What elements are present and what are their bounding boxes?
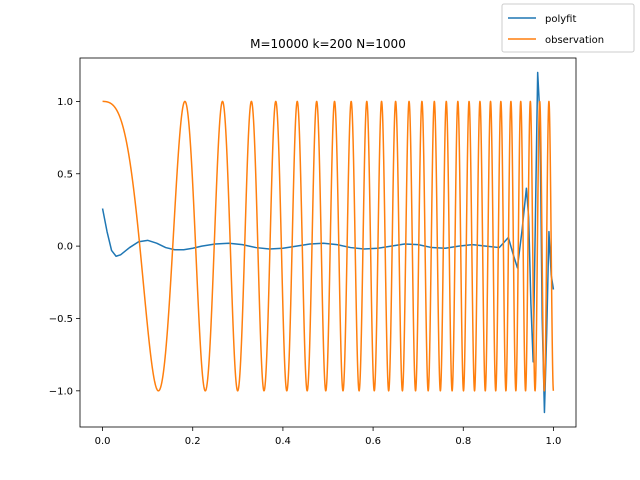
series-observation-line [101, 100, 555, 392]
x-tick-label: 0.2 [185, 436, 201, 447]
y-tick-label: −0.5 [49, 314, 73, 325]
y-tick-label: 0.0 [57, 242, 73, 253]
legend: polyfit observation [501, 3, 635, 53]
x-tick-label: 0.6 [365, 436, 381, 447]
chart-title: M=10000 k=200 N=1000 [250, 37, 406, 51]
axes-frame [79, 57, 577, 428]
x-tick-label: 0.0 [95, 436, 111, 447]
y-tick-label: 0.5 [57, 169, 73, 180]
legend-observation-label: observation [545, 35, 604, 46]
legend-polyfit-label: polyfit [545, 14, 576, 25]
plot-area [101, 71, 555, 414]
y-axis: −1.0 −0.5 0.0 0.5 1.0 [49, 97, 80, 397]
legend-box [501, 3, 635, 53]
x-axis: 0.0 0.2 0.4 0.6 0.8 1.0 [95, 427, 562, 447]
x-tick-label: 0.8 [455, 436, 471, 447]
x-tick-label: 1.0 [546, 436, 562, 447]
x-tick-label: 0.4 [275, 436, 291, 447]
y-tick-label: 1.0 [57, 97, 73, 108]
y-tick-label: −1.0 [49, 386, 73, 397]
